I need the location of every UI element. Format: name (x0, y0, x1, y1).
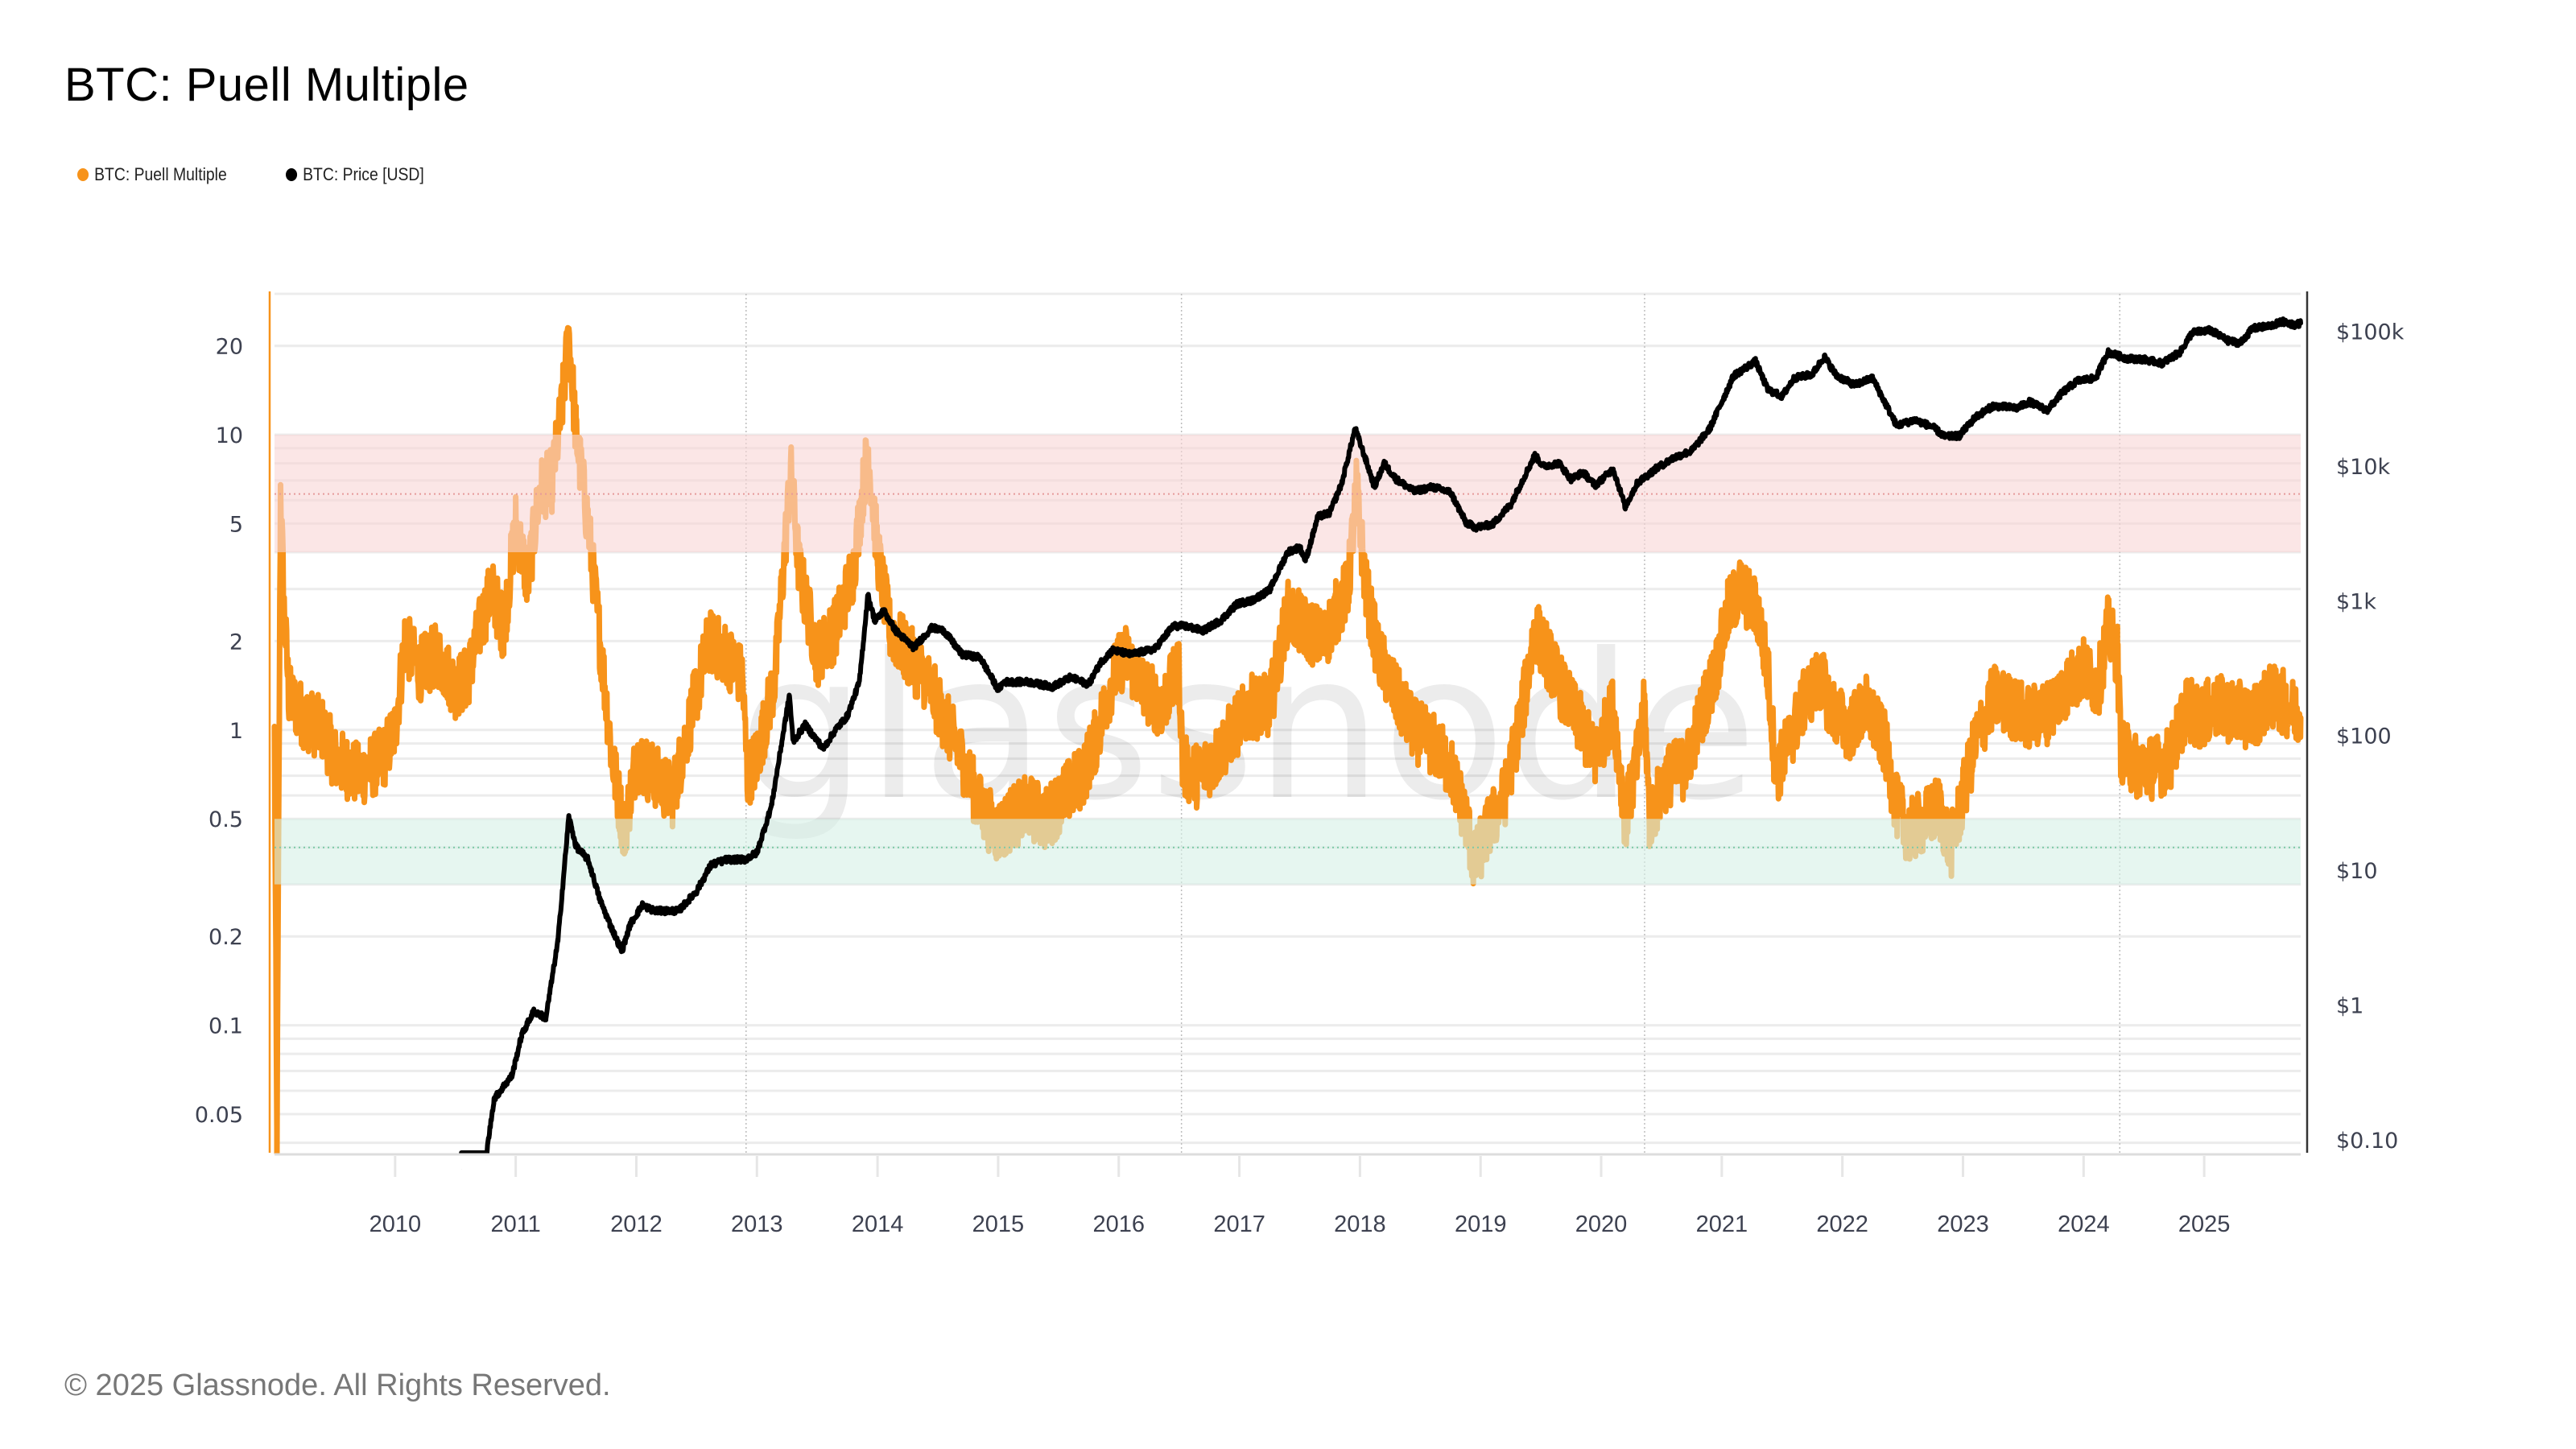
legend-dot-icon (286, 168, 298, 181)
y-right-tick-label: $100 (2336, 724, 2392, 749)
legend-item-price[interactable]: BTC: Price [USD] (286, 164, 424, 185)
series-line-btc-price-usd-[interactable] (459, 316, 2303, 1155)
y-left-tick-label: 0.2 (208, 925, 243, 950)
y-axis-left-labels: 0.05 0.1 0.2 0.5 1 2 5 10 20 (195, 335, 243, 1128)
page-title: BTC: Puell Multiple (64, 59, 469, 111)
y-left-tick-label: 0.1 (208, 1014, 243, 1039)
price-series (459, 316, 2303, 1170)
x-tick-label: 2012 (610, 1212, 663, 1237)
y-axis-right-labels: $0.10 $1 $10 $100 $1k $10k $100k (2336, 320, 2405, 1154)
x-tick-label: 2025 (2178, 1212, 2231, 1237)
x-axis-labels: 2010 2011 2012 2013 2014 2015 2016 2017 2018 2019… (369, 1156, 2231, 1237)
copyright-footer: © 2025 Glassnode. All Rights Reserved. (64, 1368, 611, 1402)
axes (268, 291, 2309, 1156)
legend-dot-icon (77, 168, 89, 181)
x-tick-label: 2017 (1213, 1212, 1265, 1237)
y-right-tick-label: $10 (2336, 859, 2378, 884)
y-right-tick-label: $1k (2336, 589, 2376, 614)
y-left-tick-label: 0.05 (195, 1103, 243, 1128)
y-right-tick-label: $10k (2336, 455, 2391, 480)
y-left-tick-label: 1 (229, 719, 243, 744)
x-tick-label: 2022 (1816, 1212, 1868, 1237)
x-tick-label: 2018 (1334, 1212, 1386, 1237)
overvalued-zone (275, 435, 2301, 552)
x-tick-label: 2024 (2058, 1212, 2110, 1237)
x-tick-label: 2021 (1696, 1212, 1748, 1237)
x-tick-label: 2010 (369, 1212, 422, 1237)
y-left-tick-label: 2 (229, 630, 243, 654)
x-tick-label: 2016 (1092, 1212, 1145, 1237)
x-tick-label: 2020 (1575, 1212, 1628, 1237)
y-left-tick-label: 20 (216, 335, 243, 360)
y-right-tick-label: $0.10 (2336, 1129, 2398, 1154)
x-tick-label: 2019 (1455, 1212, 1507, 1237)
x-tick-label: 2011 (490, 1212, 540, 1237)
chart-legend: BTC: Puell Multiple BTC: Price [USD] (77, 164, 443, 185)
undervalued-zone (275, 819, 2301, 885)
legend-label: BTC: Puell Multiple (94, 164, 227, 184)
y-left-tick-label: 10 (216, 423, 243, 448)
x-tick-label: 2013 (731, 1212, 783, 1237)
legend-item-puell-multiple[interactable]: BTC: Puell Multiple (77, 164, 227, 185)
valuation-bands (275, 435, 2301, 885)
y-left-tick-label: 0.5 (208, 807, 243, 832)
legend-label: BTC: Price [USD] (303, 164, 424, 184)
y-right-tick-label: $1 (2336, 993, 2363, 1018)
x-tick-label: 2015 (972, 1212, 1025, 1237)
x-tick-label: 2023 (1937, 1212, 1989, 1237)
y-left-tick-label: 5 (229, 512, 243, 537)
series-line-btc-puell-multiple[interactable] (271, 324, 2304, 1156)
y-right-tick-label: $100k (2336, 320, 2405, 345)
x-tick-label: 2014 (852, 1212, 904, 1237)
